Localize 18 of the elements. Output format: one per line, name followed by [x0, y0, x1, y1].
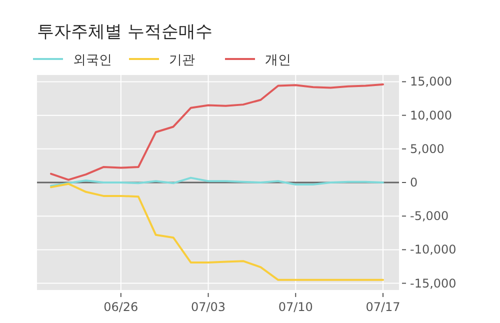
y-tick-label: 15,000 — [410, 74, 452, 89]
legend-label: 기관 — [169, 53, 195, 68]
y-tick-label: -15,000 — [410, 276, 456, 290]
chart-title: 투자주체별 누적순매수 — [37, 22, 212, 42]
line-series — [50, 83, 384, 181]
x-tick-label: 07/17 — [366, 300, 400, 314]
line-series — [50, 176, 384, 187]
x-tick-label: 07/03 — [190, 300, 226, 314]
legend-label: 개인 — [265, 53, 291, 68]
x-tick-label: 06/26 — [104, 300, 138, 314]
y-tick-label: -10,000 — [410, 242, 456, 257]
legend-label: 외국인 — [73, 53, 112, 68]
y-tick-label: 5,000 — [410, 142, 444, 156]
y-tick-label: 10,000 — [410, 108, 452, 122]
y-tick-label: -5,000 — [410, 209, 449, 224]
x-tick-label: 07/10 — [278, 300, 313, 314]
y-tick-label: 0 — [410, 176, 418, 190]
line-series — [50, 182, 384, 281]
